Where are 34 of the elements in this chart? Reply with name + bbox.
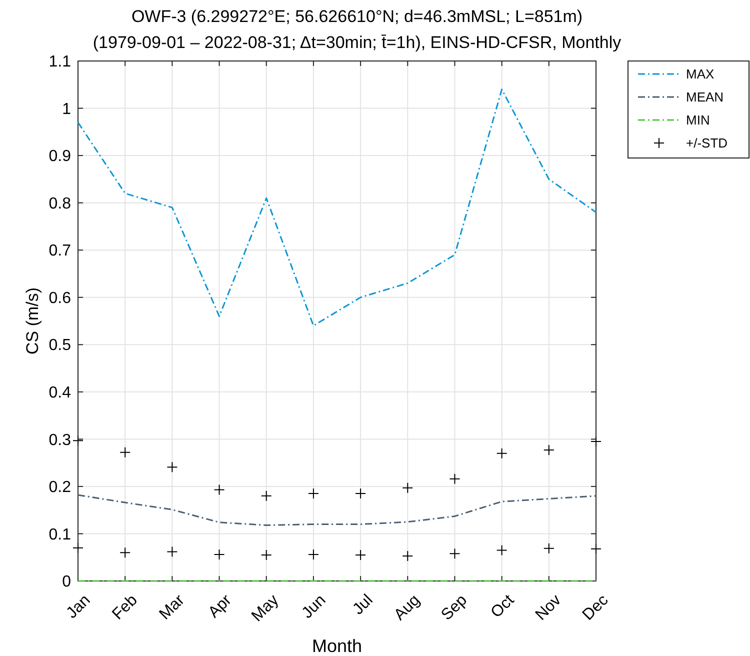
x-tick-label: May (248, 592, 282, 626)
y-tick-label: 0.5 (48, 337, 72, 354)
y-tick-label: 0.9 (48, 148, 72, 166)
y-tick-label: 1.1 (48, 54, 72, 71)
y-tick-label: 0.4 (48, 384, 72, 402)
line-series (77, 494, 597, 526)
y-tick-label: 0.3 (48, 432, 72, 449)
x-tick-label: Apr (205, 591, 236, 622)
y-tick-label: 1 (62, 100, 72, 118)
legend-label: +/-STD (686, 136, 728, 151)
x-tick-label: Aug (391, 592, 424, 624)
x-tick-label: Oct (488, 591, 518, 622)
y-tick-label: 0.2 (48, 479, 72, 496)
x-tick-label: Jun (298, 592, 330, 622)
x-tick-label: Jul (350, 592, 376, 618)
legend-label: MIN (686, 112, 710, 128)
x-axis-title: Month (312, 636, 362, 656)
chart-subtitle: (1979-09-01 – 2022-08-31; Δt=30min; t̄=1h), EINS-HD-CFSR, Monthly (92, 33, 622, 52)
legend-label: MEAN (686, 90, 724, 105)
y-axis-title: CS (m/s) (23, 287, 42, 355)
x-tick-label: Dec (580, 592, 612, 624)
x-tick-label: Feb (109, 592, 141, 624)
x-tick-label: Sep (438, 592, 471, 624)
y-tick-label: 0.7 (48, 242, 72, 260)
y-tick-label: 0.6 (48, 290, 72, 307)
chart-title: OWF-3 (6.299272°E; 56.626610°N; d=46.3mMSL; L=851m) (131, 7, 583, 26)
legend-label: MAX (686, 66, 714, 82)
x-tick-label: Jan (63, 592, 94, 622)
line-series (77, 88, 597, 326)
y-tick-label: 0.8 (48, 195, 72, 212)
y-tick-label: 0.1 (48, 526, 72, 544)
x-tick-label: Mar (156, 591, 188, 624)
y-tick-label: 0 (62, 574, 72, 591)
x-tick-label: Nov (532, 592, 565, 624)
